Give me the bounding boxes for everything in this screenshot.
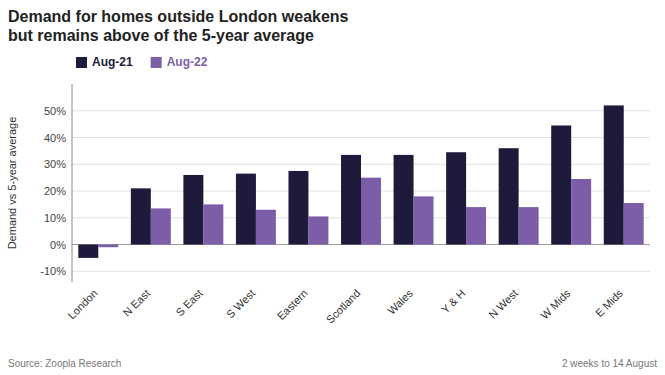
- y-tick-label: 50%: [44, 105, 66, 117]
- bar: [604, 105, 624, 244]
- title: Demand for homes outside London weakens b…: [8, 8, 349, 44]
- bar: [519, 207, 539, 244]
- x-tick-label: Eastern: [275, 287, 310, 322]
- bar: [446, 152, 466, 244]
- bar: [256, 210, 276, 245]
- legend-item: Aug-22: [151, 55, 208, 69]
- x-tick-label: S West: [224, 287, 257, 320]
- annotation: 2 weeks to 14 August: [562, 358, 657, 369]
- bar: [499, 148, 519, 244]
- bar: [341, 155, 361, 245]
- y-tick-label: 20%: [44, 185, 66, 197]
- bar: [466, 207, 486, 244]
- y-axis-line: [72, 84, 73, 282]
- grid-line: [72, 110, 650, 111]
- x-tick-label: Scotland: [324, 287, 363, 326]
- y-tick-label: 40%: [44, 132, 66, 144]
- bar: [98, 245, 118, 248]
- y-tick-label: 10%: [44, 212, 66, 224]
- bar: [414, 196, 434, 244]
- x-tick-label: E Mids: [593, 287, 626, 320]
- legend-item: Aug-21: [76, 55, 133, 69]
- legend-swatch: [76, 57, 87, 68]
- bar: [131, 188, 151, 244]
- bar: [288, 171, 308, 245]
- annotation: Source: Zoopla Research: [8, 358, 121, 369]
- legend-label: Aug-21: [92, 55, 133, 69]
- x-tick-label: N West: [486, 287, 520, 321]
- bars: [78, 105, 643, 258]
- bar: [151, 208, 171, 244]
- y-axis-label: Demand vs 5-year average: [6, 117, 18, 250]
- bar: [551, 125, 571, 244]
- y-tick-label: 30%: [44, 158, 66, 170]
- title-line: but remains above of the 5-year average: [8, 27, 314, 44]
- x-tick-label: London: [65, 287, 99, 321]
- legend-label: Aug-22: [167, 55, 208, 69]
- bar: [183, 175, 203, 245]
- x-tick-label: W Mids: [538, 287, 573, 322]
- chart: Demand for homes outside London weakens b…: [0, 0, 665, 375]
- bar: [236, 174, 256, 245]
- y-tick-label: -10%: [40, 265, 66, 277]
- bar: [624, 203, 644, 244]
- bar: [394, 155, 414, 245]
- bar: [361, 178, 381, 245]
- y-tick-label: 0%: [50, 239, 66, 251]
- x-tick-label: Wales: [385, 287, 415, 317]
- x-tick-label: N East: [120, 287, 152, 319]
- bar: [571, 179, 591, 245]
- x-tick-label: S East: [173, 287, 204, 318]
- title-line: Demand for homes outside London weakens: [8, 8, 349, 25]
- bar: [203, 204, 223, 244]
- grid: [72, 111, 650, 272]
- bar: [308, 216, 328, 244]
- grid-line: [72, 271, 650, 272]
- legend-swatch: [151, 57, 162, 68]
- bar: [78, 245, 98, 258]
- x-tick-label: Y & H: [439, 287, 468, 316]
